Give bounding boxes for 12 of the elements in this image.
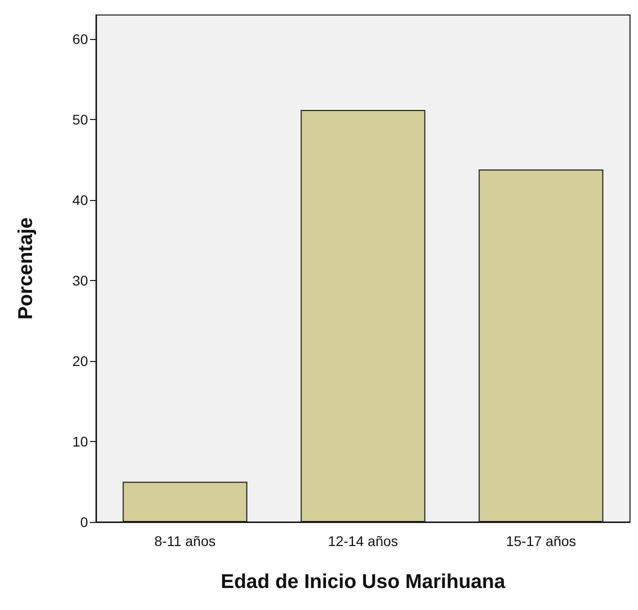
y-tick-label: 0	[80, 514, 88, 530]
y-tick-label: 30	[72, 272, 88, 289]
x-axis-title: Edad de Inicio Uso Marihuana	[220, 571, 506, 593]
x-tick-label: 12-14 años	[328, 533, 398, 549]
y-tick-label: 20	[72, 353, 88, 370]
y-tick-label: 40	[72, 192, 88, 208]
x-tick-label: 15-17 años	[506, 533, 576, 549]
y-tick-label: 50	[72, 112, 88, 128]
x-tick-label: 8-11 años	[154, 533, 216, 549]
y-tick-label: 10	[72, 434, 88, 450]
y-axis-title: Porcentaje	[15, 217, 37, 320]
y-tick-label: 60	[72, 31, 88, 48]
